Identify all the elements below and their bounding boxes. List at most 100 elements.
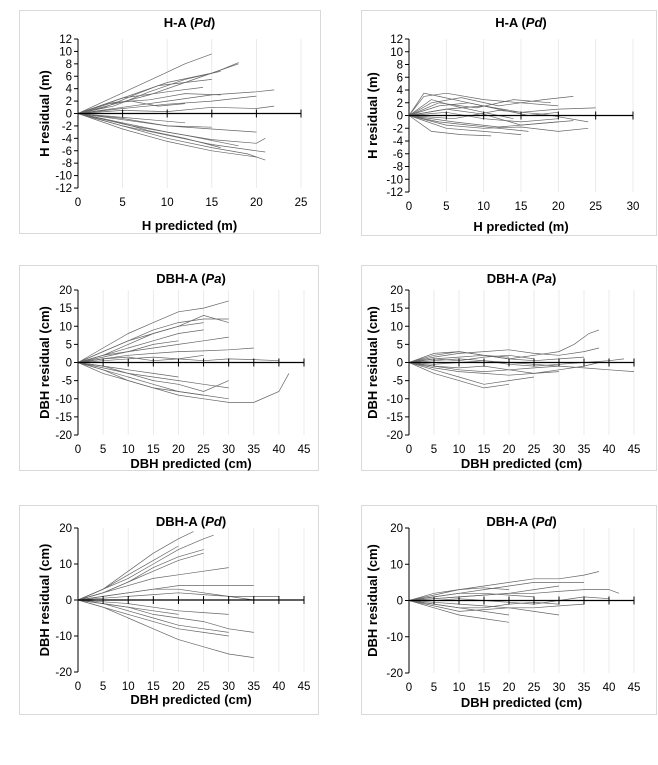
y-tick-label: -4 xyxy=(393,136,404,148)
y-tick-label: 0 xyxy=(397,111,403,123)
x-tick-label: 5 xyxy=(431,682,437,694)
series-line-s6 xyxy=(77,592,279,601)
series-line-s15 xyxy=(77,113,221,148)
series-line-s12 xyxy=(77,329,204,363)
x-tick-label: 25 xyxy=(589,201,602,213)
series-line-s20 xyxy=(77,63,239,114)
chart-title: H-A (Pd) xyxy=(495,15,547,30)
y-tick-label: -12 xyxy=(55,183,72,195)
y-tick-label: 2 xyxy=(66,96,72,108)
y-tick-label: 10 xyxy=(390,559,403,571)
y-tick-label: 10 xyxy=(59,559,72,571)
series-line-s2 xyxy=(408,96,574,116)
y-tick-label: 10 xyxy=(390,47,403,59)
y-tick-label: -10 xyxy=(386,632,403,644)
series-line-s1 xyxy=(77,53,212,114)
series-line-s4 xyxy=(408,589,620,601)
y-axis-label: H residual (m) xyxy=(365,72,380,159)
x-tick-label: 35 xyxy=(247,681,260,693)
x-tick-label: 25 xyxy=(295,197,308,209)
y-axis-label: DBH residual (cm) xyxy=(37,306,52,419)
x-tick-label: 25 xyxy=(528,444,541,456)
x-tick-label: 45 xyxy=(298,444,311,456)
y-tick-label: 12 xyxy=(59,34,72,46)
x-tick-label: 20 xyxy=(172,681,185,693)
y-tick-label: -20 xyxy=(55,430,72,442)
series-line-s11 xyxy=(408,587,510,601)
y-tick-label: -20 xyxy=(55,667,72,679)
series-line-s9 xyxy=(77,599,254,658)
chart-panel-2 xyxy=(361,10,657,236)
y-tick-label: -6 xyxy=(62,146,72,158)
y-tick-label: -10 xyxy=(55,171,72,183)
x-tick-label: 30 xyxy=(222,444,235,456)
y-tick-label: 20 xyxy=(59,285,72,297)
y-tick-label: 0 xyxy=(397,358,403,370)
x-tick-label: 15 xyxy=(515,201,528,213)
y-tick-label: 2 xyxy=(397,98,403,110)
x-tick-label: 35 xyxy=(578,444,591,456)
x-tick-label: 45 xyxy=(628,444,641,456)
chart-title-prefix: DBH-A ( xyxy=(487,271,537,286)
x-tick-label: 30 xyxy=(553,682,566,694)
series-line-s4 xyxy=(408,362,535,385)
y-tick-label: -6 xyxy=(393,149,403,161)
series-line-s10 xyxy=(408,360,635,372)
series-line-s11 xyxy=(408,92,499,116)
y-tick-label: 5 xyxy=(397,339,403,351)
x-tick-label: 20 xyxy=(552,201,565,213)
x-tick-label: 5 xyxy=(100,681,106,693)
series-line-s14 xyxy=(77,354,204,363)
chart-title-prefix: DBH-A ( xyxy=(156,514,206,529)
x-tick-label: 15 xyxy=(205,197,218,209)
y-tick-label: 8 xyxy=(397,60,403,72)
chart-title-species: Pd xyxy=(526,15,544,30)
series-line-s14 xyxy=(408,99,551,116)
chart-title-suffix: ) xyxy=(542,15,546,30)
series-line-s5 xyxy=(408,362,510,389)
chart-title: H-A (Pd) xyxy=(164,15,216,30)
x-tick-label: 40 xyxy=(603,682,616,694)
series-line-s6 xyxy=(408,600,510,623)
y-tick-label: 12 xyxy=(390,34,403,46)
x-tick-label: 15 xyxy=(478,444,491,456)
series-line-s12 xyxy=(408,362,600,376)
x-tick-label: 10 xyxy=(477,201,490,213)
chart-panel-1 xyxy=(19,10,321,234)
x-tick-label: 15 xyxy=(147,681,160,693)
y-tick-label: -8 xyxy=(62,158,72,170)
y-axis-label: DBH residual (cm) xyxy=(365,306,380,419)
series-line-s11 xyxy=(77,362,229,389)
chart-title: DBH-A (Pd) xyxy=(486,514,556,529)
series-line-s13 xyxy=(408,115,574,128)
chart-title-species: Pa xyxy=(536,271,552,286)
series-line-s15 xyxy=(408,115,492,137)
x-tick-label: 20 xyxy=(503,444,516,456)
y-tick-label: 20 xyxy=(390,523,403,535)
chart-title: DBH-A (Pd) xyxy=(156,514,226,529)
series-line-s3 xyxy=(77,322,204,363)
y-tick-label: -20 xyxy=(386,430,403,442)
series-line-s6 xyxy=(77,340,179,363)
y-tick-label: -10 xyxy=(386,174,403,186)
series-line-s13 xyxy=(77,315,229,363)
x-axis-label: DBH predicted (cm) xyxy=(461,456,582,471)
series-line-s13 xyxy=(77,588,254,601)
chart-title-suffix: ) xyxy=(552,271,556,286)
chart-title-prefix: H-A ( xyxy=(164,15,195,30)
x-tick-label: 10 xyxy=(122,681,135,693)
y-tick-label: -10 xyxy=(386,394,403,406)
y-tick-label: -2 xyxy=(393,123,403,135)
x-tick-label: 35 xyxy=(247,444,260,456)
series-line-s1 xyxy=(408,329,600,363)
series-line-s6 xyxy=(77,95,257,114)
y-tick-label: 4 xyxy=(66,84,73,96)
chart-title-prefix: DBH-A ( xyxy=(486,514,536,529)
x-tick-label: 30 xyxy=(627,201,640,213)
series-line-s14 xyxy=(77,545,179,601)
series-line-s18 xyxy=(77,93,221,114)
